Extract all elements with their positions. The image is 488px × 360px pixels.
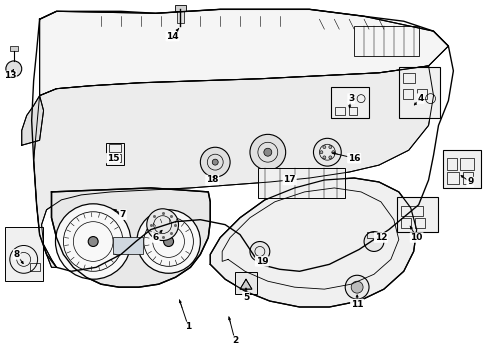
Bar [416,89,426,99]
Bar [174,5,186,11]
Text: 4: 4 [417,94,423,103]
Text: 18: 18 [205,175,218,184]
Polygon shape [40,9,447,96]
Bar [113,237,142,255]
Circle shape [319,151,322,154]
Text: 8: 8 [14,250,20,259]
Circle shape [212,159,218,165]
Circle shape [249,242,269,261]
Text: 13: 13 [3,71,16,80]
Bar [400,218,410,228]
Bar [447,172,458,184]
Circle shape [163,237,173,247]
Circle shape [6,61,21,77]
Bar [109,144,121,152]
Bar [106,143,123,165]
Text: 9: 9 [466,177,472,186]
Circle shape [328,156,331,159]
Bar [398,67,440,118]
Polygon shape [240,279,251,289]
Bar [443,150,480,188]
Polygon shape [21,96,43,145]
Polygon shape [34,66,433,267]
Circle shape [322,145,325,149]
Text: 6: 6 [152,233,159,242]
Bar [10,46,18,51]
Text: 15: 15 [106,154,119,163]
Circle shape [137,210,200,273]
Bar [459,158,473,170]
Text: 7: 7 [120,210,126,219]
Bar [235,272,256,294]
Polygon shape [51,188,210,287]
Circle shape [322,156,325,159]
Bar [109,154,121,162]
Bar [447,158,456,170]
Bar [176,11,184,23]
Bar [30,264,40,271]
Circle shape [249,134,285,170]
Circle shape [88,237,98,247]
Bar [400,206,422,216]
Text: 3: 3 [347,94,354,103]
Bar [402,73,414,83]
Bar [353,26,418,56]
Bar [462,172,472,184]
Bar [5,227,42,281]
Bar [366,231,380,238]
Bar [331,87,368,118]
Bar [414,218,424,228]
Text: 16: 16 [347,154,360,163]
Circle shape [313,138,341,166]
Circle shape [328,145,331,149]
Circle shape [55,204,131,279]
Circle shape [345,275,368,299]
Circle shape [331,151,334,154]
Bar [335,107,345,114]
Circle shape [364,231,383,251]
Text: 11: 11 [350,300,363,309]
Text: 1: 1 [185,322,191,331]
Text: 5: 5 [243,293,248,302]
Bar [83,194,97,214]
Polygon shape [210,178,416,307]
Circle shape [200,147,230,177]
Circle shape [264,148,271,156]
Text: 10: 10 [409,233,422,242]
Text: 14: 14 [166,32,179,41]
Bar [101,194,115,214]
Bar [402,89,412,99]
Circle shape [350,281,362,293]
Text: 19: 19 [255,257,267,266]
Bar [79,190,121,218]
Text: 17: 17 [283,175,295,184]
Text: 2: 2 [231,336,238,345]
Bar [348,107,356,114]
Text: 12: 12 [374,233,386,242]
Circle shape [146,209,178,240]
Bar [396,197,438,231]
Bar [257,168,345,198]
